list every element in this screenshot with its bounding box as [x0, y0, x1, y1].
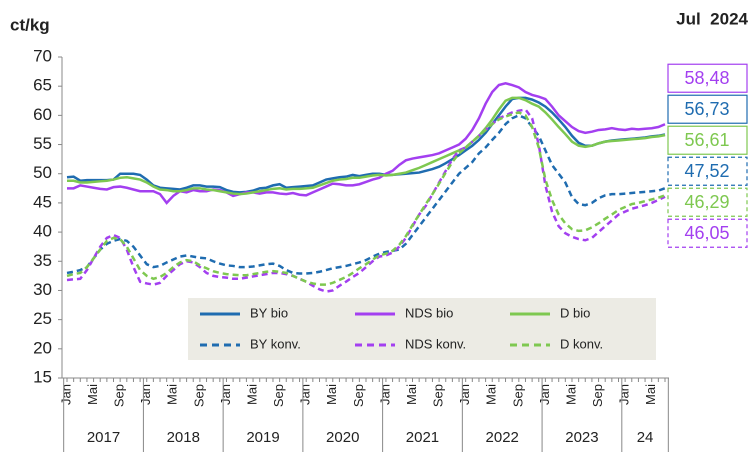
end-label: 46,29 [684, 192, 729, 212]
end-label: 56,73 [684, 99, 729, 119]
x-tick-label: Mai [244, 384, 259, 405]
end-label-box [667, 156, 748, 186]
end-label: 56,61 [684, 130, 729, 150]
y-tick-label: 30 [33, 280, 52, 299]
x-tick-label: Jan [58, 384, 73, 405]
x-tick-label: Sep [271, 384, 286, 407]
x-tick-label: Sep [431, 384, 446, 407]
year-label: 24 [637, 429, 654, 446]
x-tick-label: Jan [138, 384, 153, 405]
legend-label: BY bio [250, 305, 288, 320]
series-line [66, 96, 666, 194]
x-tick-label: Mai [165, 384, 180, 405]
end-label-box [667, 187, 748, 217]
end-label-box [667, 125, 748, 155]
series-line [66, 113, 666, 275]
y-tick-label: 70 [33, 46, 52, 65]
x-tick-label: Jan [457, 384, 472, 405]
series-line [67, 81, 666, 205]
x-tick-label: Mai [484, 384, 499, 405]
year-label: 2019 [246, 429, 279, 446]
y-tick-label: 20 [33, 338, 52, 357]
legend-label: NDS konv. [405, 336, 466, 351]
y-tick-label: 45 [33, 192, 52, 211]
year-label: 2018 [167, 429, 200, 446]
x-tick-label: Mai [563, 384, 578, 405]
y-tick-label: 35 [33, 251, 52, 270]
x-tick-label: Jan [537, 384, 552, 405]
date-label: Jul 2024 [676, 9, 748, 28]
x-tick-label: Mai [324, 384, 339, 405]
legend-label: NDS bio [405, 305, 453, 320]
x-tick-label: Sep [590, 384, 605, 407]
y-tick-label: 25 [33, 309, 52, 328]
year-label: 2020 [326, 429, 359, 446]
legend-box [188, 298, 656, 360]
legend-label: D konv. [560, 336, 603, 351]
y-tick-label: 40 [33, 222, 52, 241]
y-tick-label: 65 [33, 76, 52, 95]
end-label-box [667, 63, 748, 93]
y-tick-label: 60 [33, 105, 52, 124]
year-label: 2017 [87, 429, 120, 446]
x-tick-label: Jan [617, 384, 632, 405]
x-tick-label: Mai [85, 384, 100, 405]
x-tick-label: Jan [218, 384, 233, 405]
x-tick-label: Jan [298, 384, 313, 405]
legend-label: BY konv. [250, 336, 301, 351]
x-tick-label: Mai [404, 384, 419, 405]
y-tick-label: 15 [33, 367, 52, 386]
legend-label: D bio [560, 305, 590, 320]
end-label: 58,48 [684, 68, 729, 88]
y-tick-label: 55 [33, 134, 52, 153]
x-tick-label: Sep [191, 384, 206, 407]
year-label: 2023 [565, 429, 598, 446]
series-line [67, 96, 666, 196]
x-tick-label: Sep [112, 384, 127, 407]
x-tick-label: Mai [643, 384, 658, 405]
x-tick-label: Jan [377, 384, 392, 405]
x-tick-label: Sep [510, 384, 525, 407]
year-label: 2022 [486, 429, 519, 446]
end-label-box [667, 94, 748, 124]
end-label: 47,52 [684, 161, 729, 181]
series-line [66, 108, 666, 293]
end-label: 46,05 [684, 223, 729, 243]
y-tick-label: 50 [33, 163, 52, 182]
x-tick-label: Sep [351, 384, 366, 407]
year-label: 2021 [406, 429, 439, 446]
series-line [66, 111, 666, 286]
end-label-box [667, 218, 748, 248]
y-unit: ct/kg [10, 15, 50, 34]
